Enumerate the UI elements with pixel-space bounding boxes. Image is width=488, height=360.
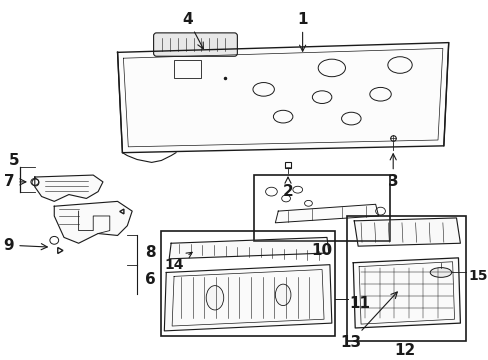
Polygon shape (353, 218, 460, 246)
FancyBboxPatch shape (153, 33, 237, 56)
Polygon shape (35, 175, 103, 201)
Text: 8: 8 (144, 246, 155, 261)
Ellipse shape (429, 267, 451, 277)
Polygon shape (164, 265, 331, 331)
Text: 6: 6 (144, 272, 155, 287)
Text: 11: 11 (348, 296, 369, 311)
Text: 3: 3 (387, 154, 398, 189)
Text: 12: 12 (393, 343, 415, 358)
Text: 14: 14 (164, 252, 192, 272)
Text: 5: 5 (9, 153, 20, 168)
Bar (174, 60, 201, 78)
Polygon shape (54, 201, 132, 243)
Ellipse shape (275, 284, 290, 306)
Text: 7: 7 (4, 174, 26, 189)
Polygon shape (117, 42, 448, 153)
Bar (253, 175, 389, 241)
Polygon shape (352, 258, 460, 328)
Text: 1: 1 (297, 12, 307, 51)
Bar (161, 231, 334, 336)
Bar (346, 216, 465, 341)
Text: 4: 4 (182, 12, 203, 49)
Text: 10: 10 (311, 243, 332, 257)
Ellipse shape (206, 285, 224, 310)
Polygon shape (275, 204, 378, 223)
Text: 15: 15 (467, 269, 487, 283)
Text: 2: 2 (282, 177, 293, 199)
Text: 9: 9 (4, 238, 47, 253)
Text: 13: 13 (339, 292, 396, 350)
Polygon shape (169, 237, 328, 259)
